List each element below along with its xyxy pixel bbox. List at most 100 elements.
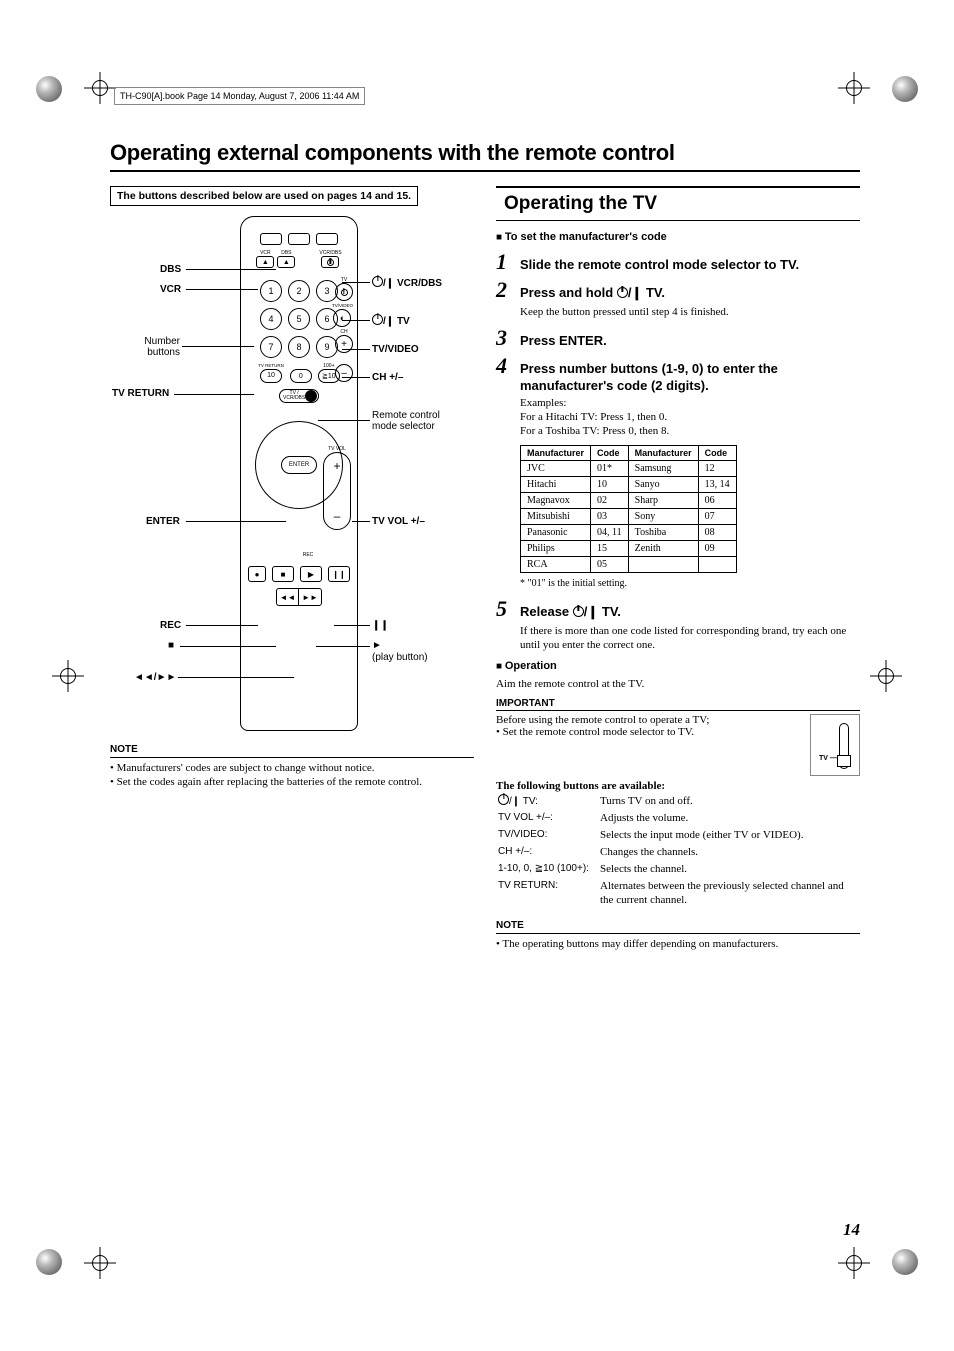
note-item: Manufacturers' codes are subject to chan…	[110, 762, 474, 774]
step-5-body: If there is more than one code listed fo…	[520, 624, 860, 653]
reg-mark	[838, 1247, 870, 1279]
step-4-body: Examples: For a Hitachi TV: Press 1, the…	[520, 396, 860, 439]
left-column: The buttons described below are used on …	[110, 186, 474, 952]
table-header: Code	[698, 445, 736, 460]
right-column: Operating the TV To set the manufacturer…	[496, 186, 860, 952]
table-cell: 12	[698, 460, 736, 476]
note-item: Set the codes again after replacing the …	[110, 776, 474, 788]
table-cell: 15	[591, 540, 629, 556]
step-3-text: Press ENTER.	[520, 333, 607, 349]
table-cell: 08	[698, 524, 736, 540]
page-number: 14	[843, 1220, 860, 1240]
step-1-text: Slide the remote control mode selector t…	[520, 257, 799, 273]
table-footnote: * "01" is the initial setting.	[520, 577, 860, 590]
callout-rec: REC	[160, 620, 181, 631]
button-name-cell: /❙ TV:	[498, 794, 598, 809]
table-cell: Sharp	[628, 492, 698, 508]
important-list: Set the remote control mode selector to …	[496, 726, 860, 738]
button-desc-cell: Adjusts the volume.	[600, 811, 858, 826]
subheading-operation: Operation	[496, 660, 860, 672]
manufacturer-code-table: Manufacturer Code Manufacturer Code JVC0…	[520, 445, 737, 573]
table-row: CH +/–:Changes the channels.	[498, 845, 858, 860]
callout-play-button-label: (play button)	[372, 652, 428, 663]
callout-pause: ❙❙	[372, 620, 389, 631]
table-cell: Hitachi	[521, 476, 591, 492]
button-desc-cell: Changes the channels.	[600, 845, 858, 860]
corner-ball	[892, 1249, 918, 1275]
table-cell: Panasonic	[521, 524, 591, 540]
table-row: 1-10, 0, ≧10 (100+):Selects the channel.	[498, 862, 858, 877]
step-4-text: Press number buttons (1-9, 0) to enter t…	[520, 361, 860, 394]
note-heading: NOTE	[110, 744, 474, 758]
button-functions-table: /❙ TV:Turns TV on and off.TV VOL +/–:Adj…	[496, 792, 860, 910]
note-list: Manufacturers' codes are subject to chan…	[110, 762, 474, 788]
table-header: Manufacturer	[628, 445, 698, 460]
table-row: TV VOL +/–:Adjusts the volume.	[498, 811, 858, 826]
callout-ch: CH +/–	[372, 372, 403, 383]
table-row: TV RETURN:Alternates between the previou…	[498, 879, 858, 909]
reg-mark	[870, 660, 902, 692]
callout-dbs: DBS	[160, 264, 181, 275]
table-cell: 01*	[591, 460, 629, 476]
important-bullet: Set the remote control mode selector to …	[496, 726, 860, 738]
mode-selector-diagram: TV —	[810, 714, 860, 776]
table-cell: 07	[698, 508, 736, 524]
table-cell: Zenith	[628, 540, 698, 556]
reg-mark	[52, 660, 84, 692]
button-desc-cell: Turns TV on and off.	[600, 794, 858, 809]
important-heading: IMPORTANT	[496, 698, 860, 711]
important-line: Before using the remote control to opera…	[496, 714, 860, 726]
table-cell: Sanyo	[628, 476, 698, 492]
button-desc-cell: Selects the input mode (either TV or VID…	[600, 828, 858, 843]
table-row: RCA05	[521, 556, 737, 572]
step-2: 2 Press and hold /❙ TV.	[496, 277, 860, 303]
callout-stop: ■	[168, 640, 174, 651]
button-desc-cell: Selects the channel.	[600, 862, 858, 877]
table-cell: RCA	[521, 556, 591, 572]
callout-rw-ff: ◄◄/►►	[134, 672, 176, 683]
table-row: Magnavox02Sharp06	[521, 492, 737, 508]
table-header: Code	[591, 445, 629, 460]
callout-vcr: VCR	[160, 284, 181, 295]
step-5: 5 Release /❙ TV.	[496, 596, 860, 622]
callout-number-buttons: Number buttons	[135, 336, 180, 358]
step-5-text: Release /❙ TV.	[520, 604, 621, 620]
callout-tv-power: /❙ TV	[372, 314, 410, 327]
section-heading: Operating the TV	[496, 186, 860, 221]
button-name-cell: TV VOL +/–:	[498, 811, 598, 826]
table-cell: 05	[591, 556, 629, 572]
corner-ball	[36, 76, 62, 102]
table-cell: Toshiba	[628, 524, 698, 540]
corner-ball	[892, 76, 918, 102]
operation-body: Aim the remote control at the TV.	[496, 678, 860, 690]
callout-vcrdbs-power: /❙ VCR/DBS	[372, 276, 442, 289]
table-cell: 10	[591, 476, 629, 492]
note-item: The operating buttons may differ dependi…	[496, 938, 860, 950]
subheading-set-code: To set the manufacturer's code	[496, 231, 860, 243]
remote-diagram: VCR ▲ DBS ▲ VCR/DBS	[110, 216, 450, 736]
available-buttons-title: The following buttons are available:	[496, 780, 860, 792]
boxed-note: The buttons described below are used on …	[110, 186, 418, 206]
remote-body: VCR ▲ DBS ▲ VCR/DBS	[240, 216, 358, 731]
table-cell: 13, 14	[698, 476, 736, 492]
callout-tv-return: TV RETURN	[112, 388, 169, 399]
corner-ball	[36, 1249, 62, 1275]
table-cell: Magnavox	[521, 492, 591, 508]
callout-enter: ENTER	[146, 516, 180, 527]
table-row: /❙ TV:Turns TV on and off.	[498, 794, 858, 809]
button-name-cell: TV RETURN:	[498, 879, 598, 909]
step-2-text: Press and hold /❙ TV.	[520, 285, 665, 301]
table-row: JVC01*Samsung12	[521, 460, 737, 476]
table-row: Panasonic04, 11Toshiba08	[521, 524, 737, 540]
button-name-cell: CH +/–:	[498, 845, 598, 860]
table-cell: 03	[591, 508, 629, 524]
callout-mode-selector: Remote control mode selector	[372, 410, 442, 432]
table-row: Mitsubishi03Sony07	[521, 508, 737, 524]
table-cell: 02	[591, 492, 629, 508]
table-row: Philips15Zenith09	[521, 540, 737, 556]
reg-mark	[84, 1247, 116, 1279]
table-cell	[628, 556, 698, 572]
table-cell: Sony	[628, 508, 698, 524]
table-row: TV/VIDEO:Selects the input mode (either …	[498, 828, 858, 843]
callout-tv-vol: TV VOL +/–	[372, 516, 425, 527]
